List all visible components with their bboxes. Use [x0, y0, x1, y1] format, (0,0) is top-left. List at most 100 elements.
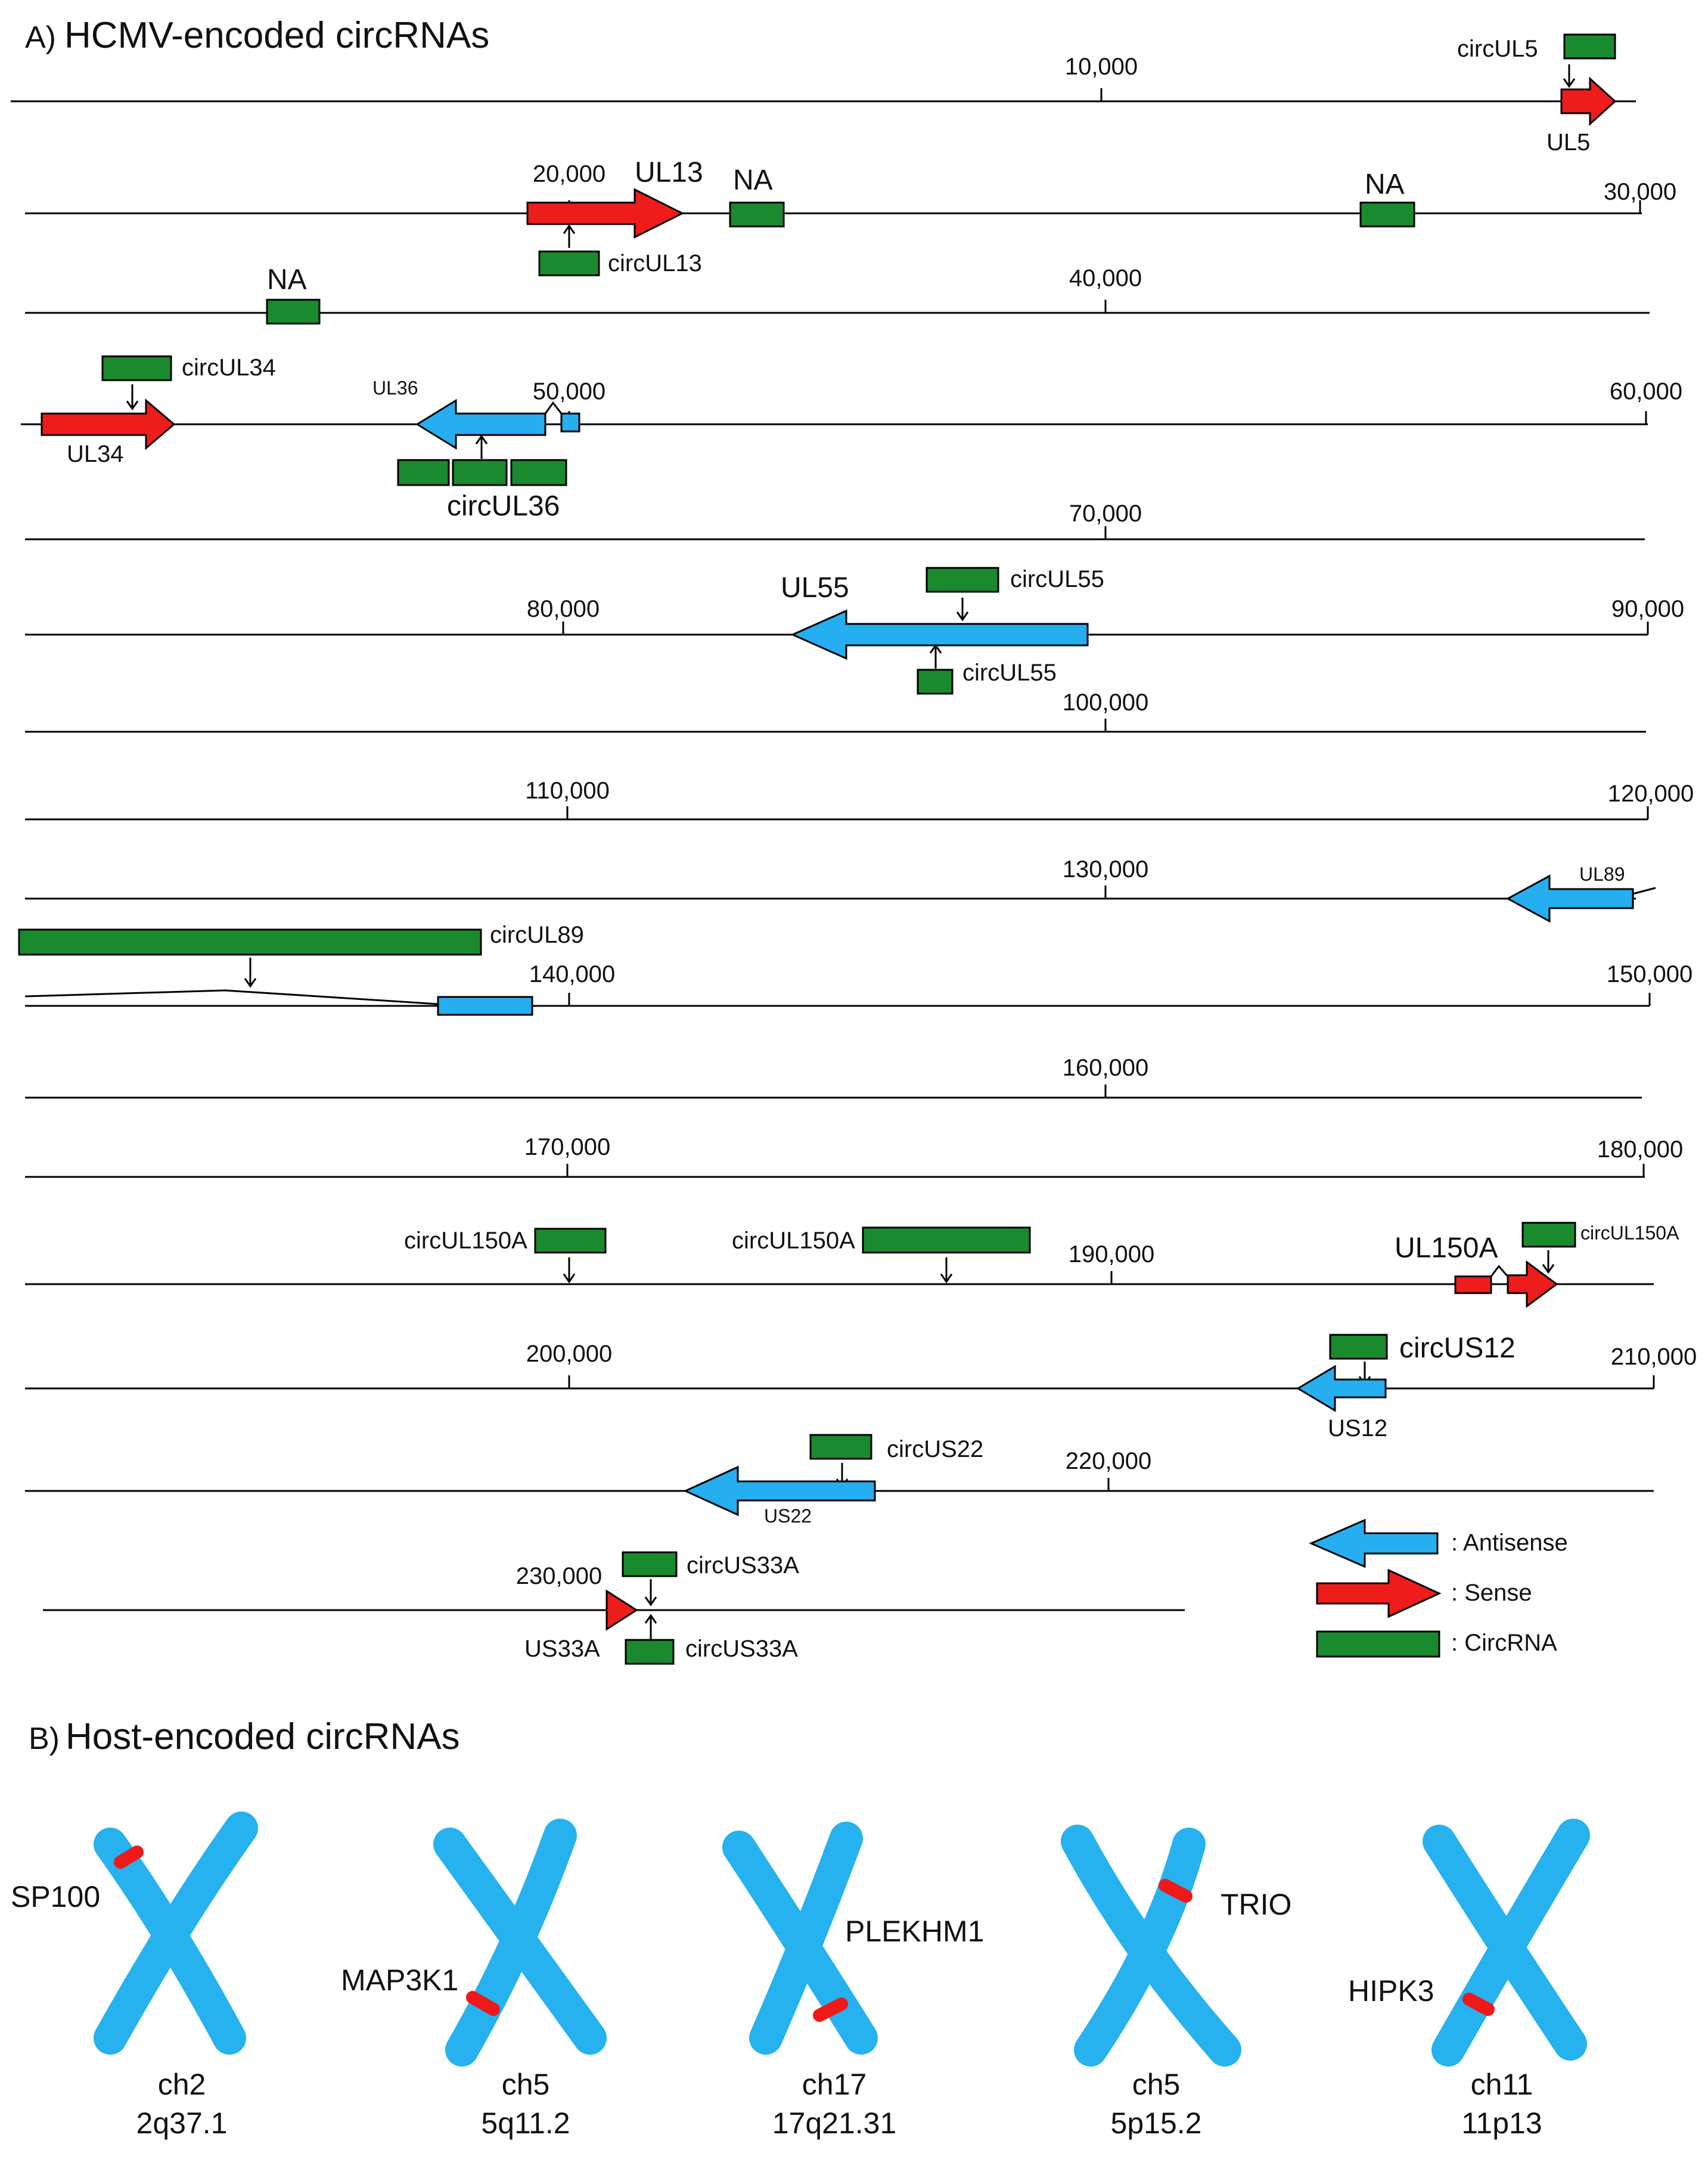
- na-bar-3: [266, 299, 321, 325]
- ul36-exon: [560, 412, 580, 433]
- legend-sense-label: : Sense: [1451, 1580, 1532, 1606]
- genome-row-2: 20,000 30,000 UL13 NA NA circUL13: [25, 157, 1676, 276]
- ul89-antisense-arrow: [1505, 874, 1634, 923]
- label-us12: US12: [1328, 1415, 1387, 1441]
- label-circul150a-2: circUL150A: [732, 1228, 855, 1254]
- tick-90000: 90,000: [1611, 596, 1684, 622]
- chromosome-hipk3: HIPK3 ch11 11p13: [1348, 1819, 1590, 2140]
- panel-a-title: HCMV-encoded circRNAs: [64, 15, 489, 56]
- label-na-3: NA: [267, 264, 307, 296]
- tick-220000: 220,000: [1066, 1448, 1152, 1474]
- genome-row-15: 220,000 circUS22 US22: [25, 1434, 1654, 1527]
- label-circus33a-top: circUS33A: [687, 1552, 799, 1579]
- chromosome-trio: TRIO ch5 5p15.2: [1061, 1825, 1291, 2140]
- label-circus12: circUS12: [1399, 1332, 1516, 1364]
- chr-label-hipk3: ch11: [1471, 2068, 1533, 2101]
- tick-180000: 180,000: [1597, 1136, 1684, 1163]
- genome-row-3: 40,000 NA: [25, 264, 1650, 325]
- label-ul34: UL34: [67, 441, 124, 467]
- circul150a-bar-1: [534, 1228, 607, 1254]
- band-plekhm1: 17q21.31: [772, 2106, 897, 2140]
- legend: : Antisense : Sense : CircRNA: [1309, 1518, 1568, 1658]
- circul55-bar-top: [926, 567, 999, 593]
- ul34-sense-arrow: [41, 398, 176, 450]
- circul5-bar: [1563, 33, 1616, 60]
- gene-trio: TRIO: [1221, 1888, 1291, 1921]
- circul150a-bar-3: [1521, 1222, 1576, 1248]
- genome-row-1: 10,000 circUL5 UL5: [11, 33, 1636, 156]
- label-circul55-top: circUL55: [1010, 566, 1104, 592]
- genome-row-13: 190,000 circUL150A circUL150A UL150A cir…: [25, 1222, 1679, 1308]
- circul36-bar-1: [397, 459, 450, 486]
- circul150a-bar-2: [862, 1226, 1031, 1254]
- genome-row-16: 230,000 circUS33A circUS33A US33A: [43, 1551, 1185, 1665]
- tick-120000: 120,000: [1608, 781, 1694, 807]
- chromosome-map3k1: MAP3K1 ch5 5q11.2: [341, 1819, 607, 2140]
- genome-row-11: 160,000: [25, 1055, 1642, 1099]
- genome-row-4: 50,000 60,000 circUL34 UL34 UL36 circUL3…: [21, 355, 1682, 522]
- label-ul13: UL13: [635, 157, 703, 188]
- circul13-bar: [538, 250, 600, 276]
- tick-130000: 130,000: [1063, 856, 1149, 883]
- label-ul89: UL89: [1579, 863, 1625, 885]
- us12-antisense-arrow: [1296, 1365, 1387, 1412]
- ul5-sense-arrow: [1560, 76, 1617, 126]
- legend-sense-arrow: [1316, 1568, 1442, 1618]
- genome-row-10: circUL89 140,000 150,000: [18, 922, 1693, 1016]
- ul13-sense-arrow: [526, 188, 685, 239]
- label-us22: US22: [764, 1505, 812, 1527]
- ul89-exon: [437, 996, 533, 1016]
- band-hipk3: 11p13: [1461, 2106, 1542, 2140]
- tick-100000: 100,000: [1063, 689, 1149, 716]
- locus-sp100: [114, 1845, 144, 1869]
- tick-150000: 150,000: [1607, 961, 1693, 987]
- legend-circrna-label: : CircRNA: [1451, 1630, 1557, 1656]
- legend-antisense-label: : Antisense: [1451, 1530, 1568, 1556]
- tick-60000: 60,000: [1610, 378, 1682, 405]
- circul34-bar: [101, 355, 172, 381]
- tick-70000: 70,000: [1069, 501, 1142, 527]
- label-circus33a-bottom: circUS33A: [685, 1636, 798, 1662]
- tick-30000: 30,000: [1604, 179, 1676, 205]
- circul36-bar-3: [510, 459, 567, 486]
- na-bar-2: [1359, 201, 1415, 228]
- locus-hipk3: [1462, 1993, 1495, 2016]
- tick-20000: 20,000: [533, 161, 605, 187]
- label-na-2: NA: [1365, 169, 1405, 200]
- label-ul55: UL55: [781, 572, 849, 604]
- panel-a-letter: A): [25, 20, 56, 55]
- us33a-sense-arrow: [605, 1589, 638, 1631]
- circul36-bar-2: [452, 459, 508, 486]
- chr-label-sp100: ch2: [158, 2068, 206, 2101]
- circul55-bar-bottom: [917, 669, 954, 695]
- panel-b-letter: B): [29, 1722, 60, 1756]
- genome-row-12: 170,000 180,000: [25, 1134, 1684, 1178]
- chromosome-plekhm1: PLEKHM1 ch17 17q21.31: [722, 1822, 984, 2140]
- ul36-antisense-arrow: [415, 399, 546, 450]
- gene-hipk3: HIPK3: [1348, 1974, 1434, 2008]
- label-ul150a: UL150A: [1395, 1232, 1498, 1264]
- label-na-1: NA: [733, 164, 773, 196]
- genome-row-5: 70,000: [25, 501, 1645, 540]
- circus12-bar: [1329, 1334, 1388, 1360]
- label-circul55-bottom: circUL55: [962, 660, 1057, 686]
- tick-40000: 40,000: [1069, 265, 1142, 291]
- gene-map3k1: MAP3K1: [341, 1963, 458, 1997]
- tick-10000: 10,000: [1065, 54, 1138, 80]
- label-circul89: circUL89: [490, 922, 584, 948]
- label-circul34: circUL34: [182, 355, 276, 381]
- label-circul5: circUL5: [1457, 36, 1538, 62]
- tick-170000: 170,000: [524, 1134, 611, 1160]
- chromosome-sp100: SP100 ch2 2q37.1: [11, 1812, 258, 2140]
- genome-row-8: 110,000 120,000: [25, 778, 1694, 821]
- circul89-bar: [18, 928, 482, 956]
- locus-plekhm1: [813, 1997, 848, 2022]
- genome-row-14: 200,000 210,000 circUS12 US12: [25, 1332, 1697, 1441]
- tick-230000: 230,000: [516, 1563, 603, 1589]
- tick-190000: 190,000: [1069, 1241, 1155, 1267]
- tick-140000: 140,000: [529, 961, 616, 987]
- label-circul13: circUL13: [608, 250, 702, 276]
- circus33a-bar-top: [622, 1551, 678, 1577]
- band-sp100: 2q37.1: [136, 2106, 228, 2140]
